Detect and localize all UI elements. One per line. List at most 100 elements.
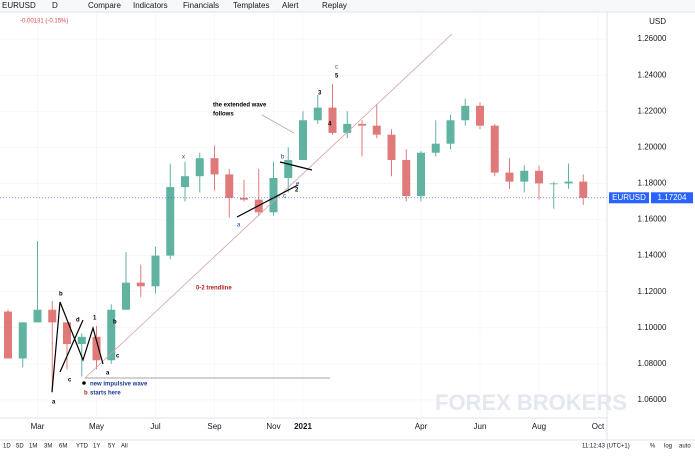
candle-body — [505, 172, 514, 182]
symbol-tag-label: EURUSD — [612, 193, 646, 202]
candle-body — [402, 159, 411, 197]
scale-option[interactable]: % — [650, 444, 656, 450]
watermark: FOREX BROKERS — [435, 390, 627, 415]
candle-body — [343, 123, 352, 133]
marker-dot — [82, 381, 86, 385]
interval[interactable]: D — [52, 1, 58, 10]
candle-body — [181, 176, 189, 188]
y-tick-label: 1.20000 — [638, 142, 667, 151]
x-tick-label: Mar — [31, 422, 45, 431]
range-button[interactable]: 6M — [59, 444, 67, 450]
candle-body — [77, 336, 86, 345]
candle-body — [63, 322, 71, 345]
toolbar-button[interactable]: Financials — [183, 1, 219, 10]
plot — [0, 12, 607, 418]
y-tick-label: 1.10000 — [638, 323, 667, 332]
toolbar — [0, 0, 695, 12]
y-tick-label: 1.14000 — [638, 251, 667, 260]
range-button[interactable]: 5D — [16, 444, 24, 450]
candle-body — [136, 282, 145, 287]
annotation: a — [106, 371, 110, 377]
range-button[interactable]: 1D — [3, 444, 11, 450]
symbol-tag — [609, 192, 649, 204]
candle-body — [107, 309, 116, 361]
range-button[interactable]: 1M — [29, 444, 37, 450]
wave-line — [59, 319, 84, 373]
candle-body — [92, 336, 101, 361]
range-button[interactable]: 1Y — [93, 444, 100, 450]
candle-body — [48, 309, 57, 323]
candle-body — [579, 181, 588, 198]
candle-body — [358, 123, 366, 126]
candle-body — [328, 107, 337, 133]
annotation: 1 — [93, 316, 97, 322]
range-button[interactable]: 5Y — [108, 444, 115, 450]
candle-body — [166, 187, 175, 256]
candle-body — [299, 120, 307, 160]
annotation: b — [281, 155, 285, 161]
candle-body — [417, 152, 425, 197]
clock: 11:12:43 (UTC+1) — [582, 444, 630, 450]
annotation: b — [113, 320, 117, 326]
candle-body — [372, 125, 381, 135]
x-tick-label: Apr — [415, 422, 428, 431]
annotation: 4 — [328, 122, 332, 128]
candle-body — [4, 311, 12, 359]
range-button[interactable]: All — [121, 444, 128, 450]
y-tick-label: 1.16000 — [638, 215, 667, 224]
candle-body — [535, 170, 543, 184]
candle-body — [476, 105, 484, 126]
y-tick-label: 1.12000 — [638, 287, 667, 296]
scale-option[interactable]: log — [664, 444, 672, 450]
candle-body — [446, 120, 455, 144]
candle-body — [122, 282, 130, 310]
wave-lines — [51, 301, 104, 393]
candle-body — [520, 170, 529, 182]
y-tick-label: 1.06000 — [638, 395, 667, 404]
scale-option[interactable]: auto — [679, 444, 691, 450]
candle-body — [431, 143, 440, 153]
toolbar-button[interactable]: Replay — [322, 1, 347, 10]
y-tick-label: 1.18000 — [638, 179, 667, 188]
annotation: b — [84, 391, 88, 397]
toolbar-button[interactable]: Indicators — [133, 1, 168, 10]
x-tick-label: Jul — [150, 422, 160, 431]
candle-body — [490, 125, 499, 173]
candle-body — [240, 197, 248, 200]
y-tick-label: 1.24000 — [638, 70, 667, 79]
candle-body — [269, 178, 278, 213]
toolbar-button[interactable]: Alert — [282, 1, 299, 10]
x-tick-label: Nov — [266, 422, 280, 431]
candle-body — [195, 158, 204, 177]
wave-line — [279, 161, 313, 171]
candle-body — [564, 181, 573, 184]
candle-body — [33, 309, 42, 323]
annotation: c — [116, 354, 120, 360]
annotation: starts here — [90, 391, 121, 397]
annotation: 0-2 trendline — [196, 286, 232, 292]
candle-body — [18, 322, 27, 359]
x-tick-label: May — [89, 422, 104, 431]
annotation: a — [237, 223, 241, 229]
x-tick-label: Sep — [207, 422, 222, 431]
candle-body — [151, 255, 160, 287]
range-button[interactable]: YTD — [76, 444, 89, 450]
range-button[interactable]: 3M — [44, 444, 52, 450]
annotation: a — [52, 400, 56, 406]
price-tag — [651, 192, 693, 204]
annotation: new impulsive wave — [90, 382, 148, 388]
annotation: 3 — [318, 91, 322, 97]
candle-body — [225, 174, 234, 198]
toolbar-button[interactable]: Templates — [233, 1, 269, 10]
change: -0.00181 (-0.15%) — [20, 19, 68, 25]
toolbar-button[interactable]: Compare — [88, 1, 121, 10]
y-tick-label: 1.22000 — [638, 106, 667, 115]
annotation: c — [68, 378, 72, 384]
annotation: c — [283, 194, 286, 200]
y-tick-label: 1.08000 — [638, 359, 667, 368]
symbol[interactable]: EURUSD — [2, 1, 36, 10]
annotation: 5 — [335, 74, 339, 80]
annotation: b — [59, 292, 63, 298]
annotation: e — [296, 182, 300, 188]
